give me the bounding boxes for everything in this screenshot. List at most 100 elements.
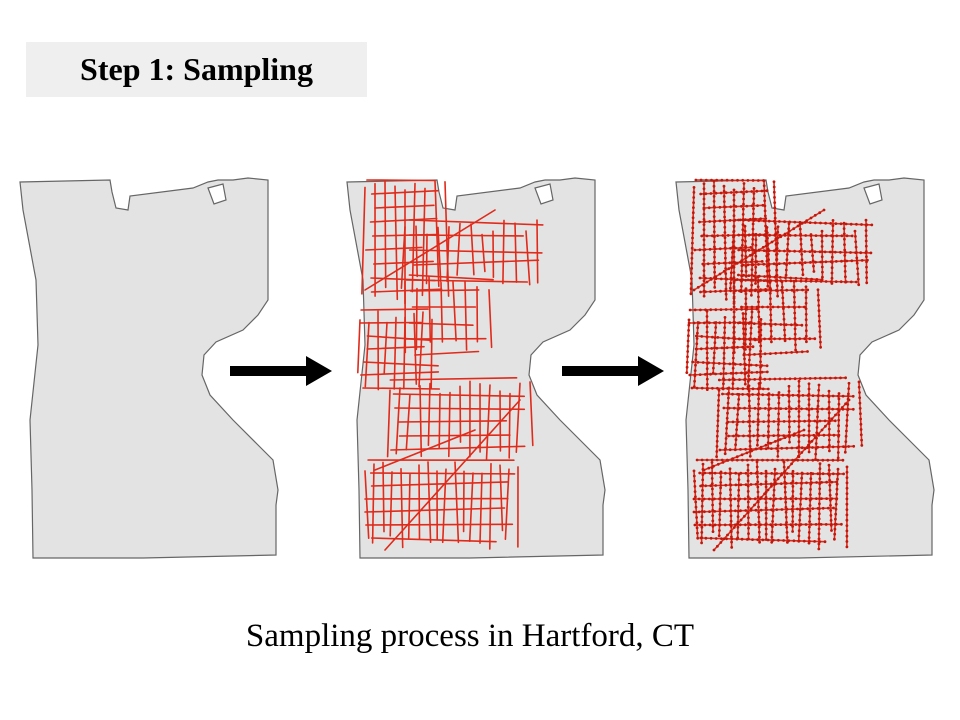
sample-point bbox=[827, 463, 831, 467]
sample-point bbox=[713, 247, 717, 251]
sample-point bbox=[692, 469, 696, 473]
road-segment bbox=[713, 180, 716, 289]
sample-point bbox=[847, 445, 850, 448]
road-segment bbox=[414, 350, 480, 356]
sample-point bbox=[844, 440, 848, 443]
sample-point bbox=[827, 400, 831, 404]
sample-point bbox=[776, 393, 780, 397]
sample-point bbox=[739, 483, 743, 487]
sample-point bbox=[804, 312, 808, 316]
sample-point bbox=[869, 251, 873, 255]
sample-point bbox=[801, 268, 804, 271]
sample-point bbox=[756, 393, 760, 396]
road-segment bbox=[418, 311, 424, 388]
sample-point bbox=[727, 434, 730, 438]
sample-point bbox=[836, 467, 840, 471]
sample-point bbox=[758, 540, 761, 544]
sample-point bbox=[759, 360, 762, 364]
sample-point bbox=[775, 447, 778, 450]
sample-point bbox=[791, 485, 795, 488]
sample-point bbox=[792, 539, 796, 543]
sample-point bbox=[759, 217, 762, 221]
sample-point bbox=[765, 364, 769, 368]
sample-point bbox=[797, 410, 801, 413]
sample-point bbox=[807, 424, 811, 428]
sample-point bbox=[793, 327, 797, 331]
sample-point bbox=[702, 202, 706, 206]
sample-point bbox=[730, 537, 734, 541]
sample-point bbox=[799, 242, 803, 246]
sample-point bbox=[713, 240, 716, 244]
sample-point bbox=[733, 448, 737, 451]
sample-point bbox=[707, 466, 711, 470]
sample-point bbox=[841, 394, 845, 398]
sample-point bbox=[753, 337, 756, 341]
sample-point bbox=[766, 305, 770, 309]
sample-point bbox=[754, 254, 758, 258]
sample-point bbox=[845, 492, 849, 495]
sample-point bbox=[723, 509, 727, 513]
sample-point bbox=[777, 538, 780, 542]
sample-point bbox=[774, 227, 777, 230]
sample-point bbox=[785, 253, 789, 256]
sample-point bbox=[763, 275, 766, 278]
sample-point bbox=[803, 377, 807, 380]
sample-point bbox=[728, 523, 732, 527]
sample-point bbox=[800, 476, 804, 480]
sample-point bbox=[737, 273, 740, 277]
sample-point bbox=[717, 261, 721, 265]
sample-point bbox=[687, 334, 690, 338]
sample-point bbox=[763, 492, 766, 496]
sample-point bbox=[748, 429, 752, 433]
sample-point bbox=[771, 514, 775, 518]
sample-point bbox=[789, 279, 793, 283]
arrow-right-2 bbox=[562, 356, 664, 386]
sample-point bbox=[756, 495, 760, 499]
sample-point bbox=[715, 439, 719, 443]
sample-point bbox=[757, 382, 761, 385]
sample-point bbox=[694, 505, 698, 509]
sample-point bbox=[713, 471, 717, 475]
sample-point bbox=[743, 337, 746, 341]
sample-point bbox=[851, 407, 855, 411]
sample-point bbox=[799, 279, 803, 283]
sample-point bbox=[779, 323, 783, 326]
road-segment bbox=[374, 204, 435, 209]
sample-point bbox=[842, 221, 846, 225]
sample-point bbox=[825, 234, 828, 238]
sample-point bbox=[865, 255, 868, 259]
sample-point bbox=[722, 382, 725, 386]
sample-point bbox=[827, 416, 831, 420]
sample-point bbox=[832, 506, 835, 510]
sample-point bbox=[732, 209, 736, 212]
sample-point bbox=[689, 292, 693, 296]
sample-point bbox=[799, 497, 803, 501]
sample-point bbox=[771, 458, 774, 462]
sample-point bbox=[774, 279, 778, 283]
sample-point bbox=[711, 487, 714, 491]
sample-point bbox=[747, 532, 750, 535]
sample-point bbox=[715, 434, 719, 438]
sample-point bbox=[724, 437, 728, 440]
sample-point bbox=[702, 279, 706, 283]
sample-point bbox=[797, 400, 801, 403]
sample-point bbox=[761, 458, 764, 462]
sample-point bbox=[804, 323, 808, 327]
sample-point bbox=[752, 212, 755, 216]
sample-point bbox=[766, 458, 769, 462]
sample-point bbox=[816, 404, 820, 408]
sample-point bbox=[708, 523, 712, 527]
sample-point bbox=[748, 337, 751, 341]
sample-point bbox=[777, 262, 781, 265]
sample-point bbox=[766, 243, 770, 247]
sample-point bbox=[783, 469, 787, 473]
sample-point bbox=[859, 422, 863, 426]
sample-point bbox=[811, 472, 815, 476]
sample-point bbox=[778, 377, 782, 381]
sample-point bbox=[772, 262, 776, 266]
road-segment bbox=[700, 463, 704, 544]
sample-point bbox=[797, 405, 801, 408]
sample-point bbox=[758, 407, 762, 410]
sample-point bbox=[742, 187, 746, 191]
sample-point bbox=[765, 231, 769, 235]
